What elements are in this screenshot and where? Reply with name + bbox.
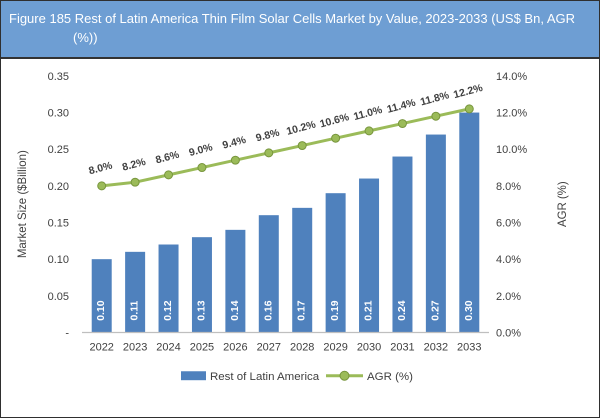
- agr-label-2029: 10.6%: [319, 112, 351, 130]
- bar-2025: [191, 237, 212, 333]
- agr-label-2033: 12.2%: [452, 83, 484, 101]
- agr-marker-2032: [431, 111, 441, 121]
- agr-marker-2033: [464, 104, 474, 114]
- agr-label-2032: 11.8%: [419, 90, 451, 108]
- bar-label-2025: 0.13: [196, 300, 207, 320]
- agr-marker-2027: [264, 148, 274, 158]
- bar-2029: [325, 193, 346, 333]
- left-axis-tick: 0.35: [48, 71, 69, 83]
- left-axis-tick: 0.10: [48, 254, 69, 266]
- bar-2026: [225, 229, 246, 333]
- left-axis-tick: 0.30: [48, 108, 69, 120]
- bar-2024: [158, 244, 179, 333]
- agr-label-2027: 9.8%: [255, 127, 282, 144]
- bar-2033: [459, 112, 480, 333]
- right-axis-tick: 6.0%: [496, 218, 521, 230]
- bar-label-2031: 0.24: [397, 300, 408, 320]
- agr-marker-2028: [297, 141, 307, 151]
- chart-area: 0.35 0.30 0.25 0.20 0.15 0.10 0.05 - 14.0% 12.0% 1…: [1, 59, 599, 417]
- agr-marker-2029: [331, 133, 341, 143]
- agr-label-2026: 9.4%: [221, 135, 248, 152]
- bar-2023: [125, 251, 146, 333]
- x-axis-label-2028: 2028: [290, 341, 314, 353]
- combo-chart-svg: 0.35 0.30 0.25 0.20 0.15 0.10 0.05 - 14.0% 12.0% 1…: [17, 71, 569, 383]
- bar-2022: [91, 259, 112, 333]
- bar-label-2026: 0.14: [230, 300, 241, 320]
- bar-label-2024: 0.12: [163, 300, 174, 320]
- bar-label-2030: 0.21: [364, 300, 375, 320]
- agr-line: [100, 107, 471, 188]
- right-axis-tick: 2.0%: [496, 291, 521, 303]
- bar-label-2029: 0.19: [330, 300, 341, 320]
- agr-marker-2026: [230, 155, 240, 165]
- agr-label-2024: 8.6%: [155, 149, 182, 166]
- legend: Rest of Latin America AGR (%): [181, 370, 413, 383]
- bar-label-2028: 0.17: [297, 300, 308, 320]
- agr-label-2028: 10.2%: [285, 119, 317, 137]
- left-axis-tick: -: [65, 327, 69, 339]
- x-axis-label-2033: 2033: [457, 341, 481, 353]
- right-axis-tick: 10.0%: [496, 144, 527, 156]
- x-axis-label-2030: 2030: [357, 341, 381, 353]
- right-axis-title: AGR (%): [557, 181, 569, 227]
- x-axis-label-2025: 2025: [190, 341, 214, 353]
- legend-label-line: AGR (%): [367, 371, 413, 383]
- x-axis-label-2032: 2032: [424, 341, 448, 353]
- legend-label-bar: Rest of Latin America: [210, 371, 320, 383]
- bar-label-2022: 0.10: [96, 300, 107, 320]
- bar-label-2033: 0.30: [464, 300, 475, 320]
- left-axis-tick: 0.05: [48, 291, 69, 303]
- bar-label-2023: 0.11: [130, 301, 141, 321]
- agr-label-2022: 8.0%: [88, 160, 115, 177]
- x-axis-label-2023: 2023: [123, 341, 147, 353]
- right-axis-tick: 14.0%: [496, 71, 527, 83]
- agr-marker-2023: [130, 177, 140, 187]
- left-axis-title: Market Size ($Billion): [17, 150, 29, 258]
- bar-2028: [292, 207, 313, 333]
- agr-marker-2030: [364, 126, 374, 136]
- agr-marker-2022: [97, 181, 107, 191]
- right-axis-tick: 0.0%: [496, 327, 521, 339]
- right-axis-tick: 4.0%: [496, 254, 521, 266]
- agr-label-2025: 9.0%: [188, 142, 215, 159]
- agr-marker-2031: [397, 119, 407, 129]
- right-axis-tick: 12.0%: [496, 108, 527, 120]
- x-axis-label-2031: 2031: [390, 341, 414, 353]
- x-axis-label-2027: 2027: [257, 341, 281, 353]
- left-axis-tick: 0.25: [48, 144, 69, 156]
- bar-2031: [392, 156, 413, 333]
- legend-bar-swatch: [181, 371, 206, 381]
- bar-2027: [258, 215, 279, 333]
- x-axis-label-2024: 2024: [156, 341, 180, 353]
- x-axis-label-2029: 2029: [323, 341, 347, 353]
- agr-label-2023: 8.2%: [121, 157, 148, 174]
- figure-title-line2: (%)): [73, 30, 98, 45]
- agr-marker-2025: [197, 163, 207, 173]
- figure-title-bar: Figure 185 Rest of Latin America Thin Fi…: [1, 1, 599, 59]
- bar-2030: [359, 178, 380, 333]
- agr-label-2031: 11.4%: [386, 97, 418, 115]
- bar-2032: [425, 134, 446, 333]
- x-axis-label-2022: 2022: [89, 341, 113, 353]
- agr-label-2030: 11.0%: [353, 105, 385, 123]
- agr-marker-2024: [164, 170, 174, 180]
- legend-line-marker: [339, 370, 350, 381]
- bar-label-2032: 0.27: [430, 300, 441, 320]
- x-axis-label-2026: 2026: [223, 341, 247, 353]
- figure-title-line1: Figure 185 Rest of Latin America Thin Fi…: [9, 11, 576, 26]
- left-axis-tick: 0.20: [48, 181, 69, 193]
- right-axis-tick: 8.0%: [496, 181, 521, 193]
- bar-label-2027: 0.16: [263, 300, 274, 320]
- left-axis-tick: 0.15: [48, 218, 69, 230]
